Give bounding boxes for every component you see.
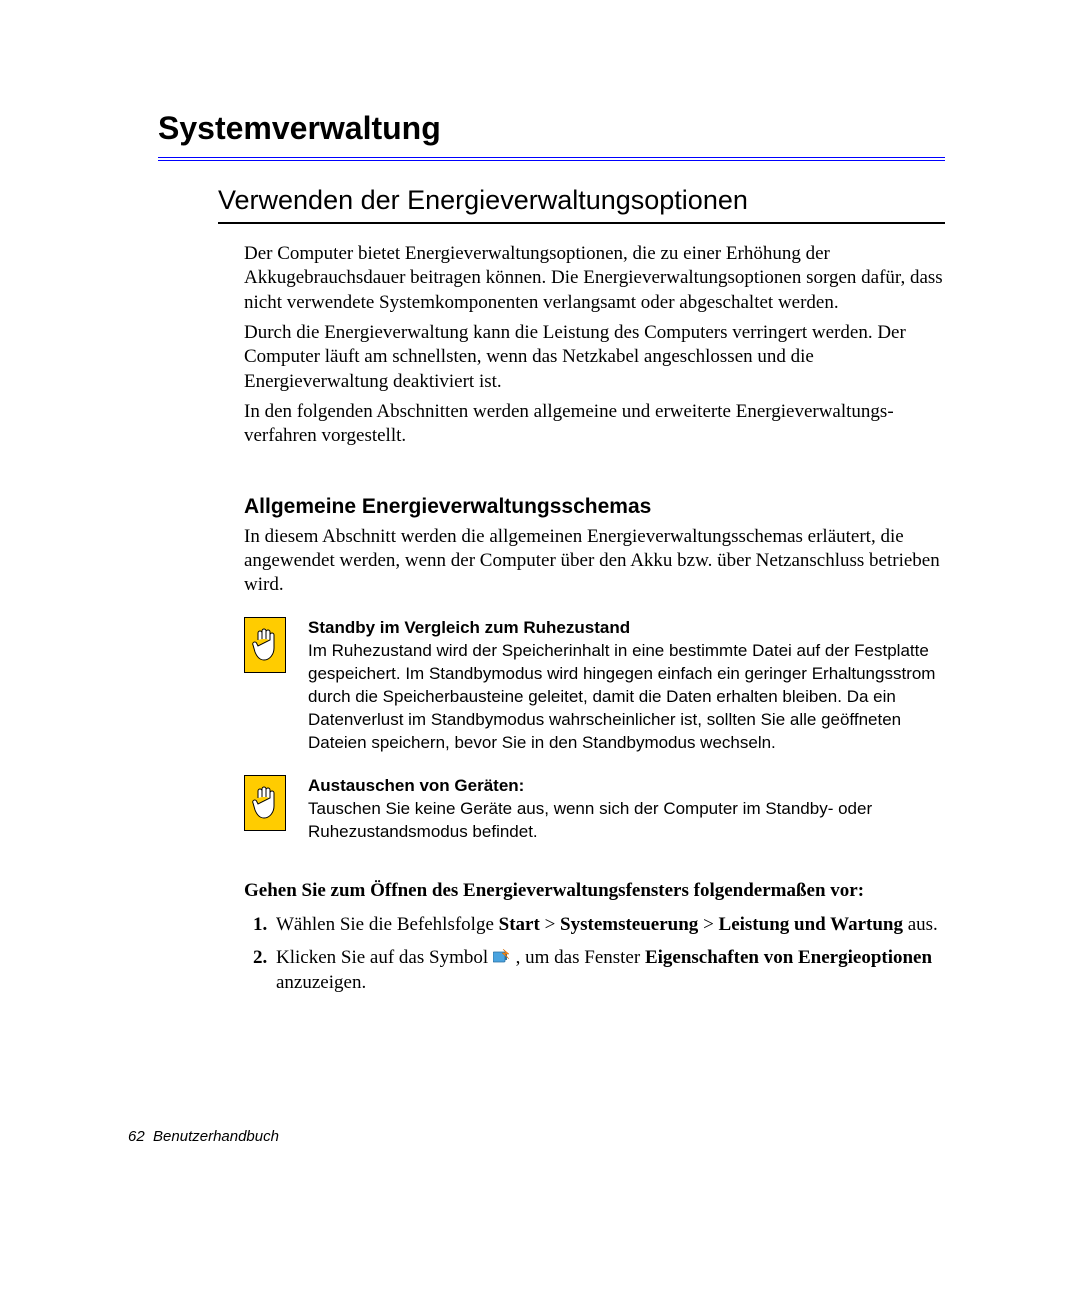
list-item: Wählen Sie die Befehlsfolge Start > Syst… <box>272 912 945 937</box>
note-title: Standby im Vergleich zum Ruhezustand <box>308 618 630 637</box>
note-title: Austauschen von Geräten: <box>308 776 524 795</box>
ui-path: Leistung und Wartung <box>719 914 903 935</box>
caution-note: Austauschen von Geräten: Tauschen Sie ke… <box>244 775 945 844</box>
ui-path: Start <box>499 914 540 935</box>
hand-stop-icon <box>244 775 286 831</box>
step-text: Wählen Sie die Befehlsfolge <box>276 914 499 935</box>
instruction-heading: Gehen Sie zum Öffnen des Energieverwaltu… <box>244 880 945 902</box>
paragraph: In diesem Abschnitt werden die allgemein… <box>244 525 945 598</box>
note-text: Tauschen Sie keine Geräte aus, wenn sich… <box>308 799 872 841</box>
footer-label: Benutzerhandbuch <box>153 1128 279 1145</box>
subsection-intro: In diesem Abschnitt werden die allgemein… <box>244 525 945 598</box>
paragraph: In den folgenden Abschnitten werden allg… <box>244 400 945 449</box>
chapter-title: Systemverwaltung <box>158 110 945 147</box>
paragraph: Durch die Energieverwaltung kann die Lei… <box>244 321 945 394</box>
step-text: Klicken Sie auf das Symbol <box>276 947 493 968</box>
caution-note: Standby im Vergleich zum Ruhezustand Im … <box>244 617 945 755</box>
list-item: Klicken Sie auf das Symbol , um das Fens… <box>272 945 945 995</box>
page-number: 62 <box>128 1128 145 1145</box>
subsection-title: Allgemeine Energieverwaltungsschemas <box>244 495 945 519</box>
ui-name: Eigenschaften von Energieoptionen <box>645 947 932 968</box>
section-title: Verwenden der Energieverwaltungsoptionen <box>218 185 945 216</box>
hand-stop-icon <box>244 617 286 673</box>
ui-path: Systemsteuerung <box>560 914 698 935</box>
note-text: Im Ruhezustand wird der Speicherinhalt i… <box>308 641 935 752</box>
intro-block: Der Computer bietet Energieverwaltungsop… <box>244 242 945 449</box>
instruction-list: Wählen Sie die Befehlsfolge Start > Syst… <box>244 912 945 995</box>
section-rule <box>218 222 945 224</box>
document-page: Systemverwaltung Verwenden der Energieve… <box>0 0 1080 995</box>
page-footer: 62 Benutzerhandbuch <box>128 1128 279 1145</box>
chapter-rule <box>158 157 945 161</box>
note-body: Standby im Vergleich zum Ruhezustand Im … <box>308 617 945 755</box>
power-options-icon <box>493 947 511 963</box>
paragraph: Der Computer bietet Energieverwaltungsop… <box>244 242 945 315</box>
note-body: Austauschen von Geräten: Tauschen Sie ke… <box>308 775 945 844</box>
